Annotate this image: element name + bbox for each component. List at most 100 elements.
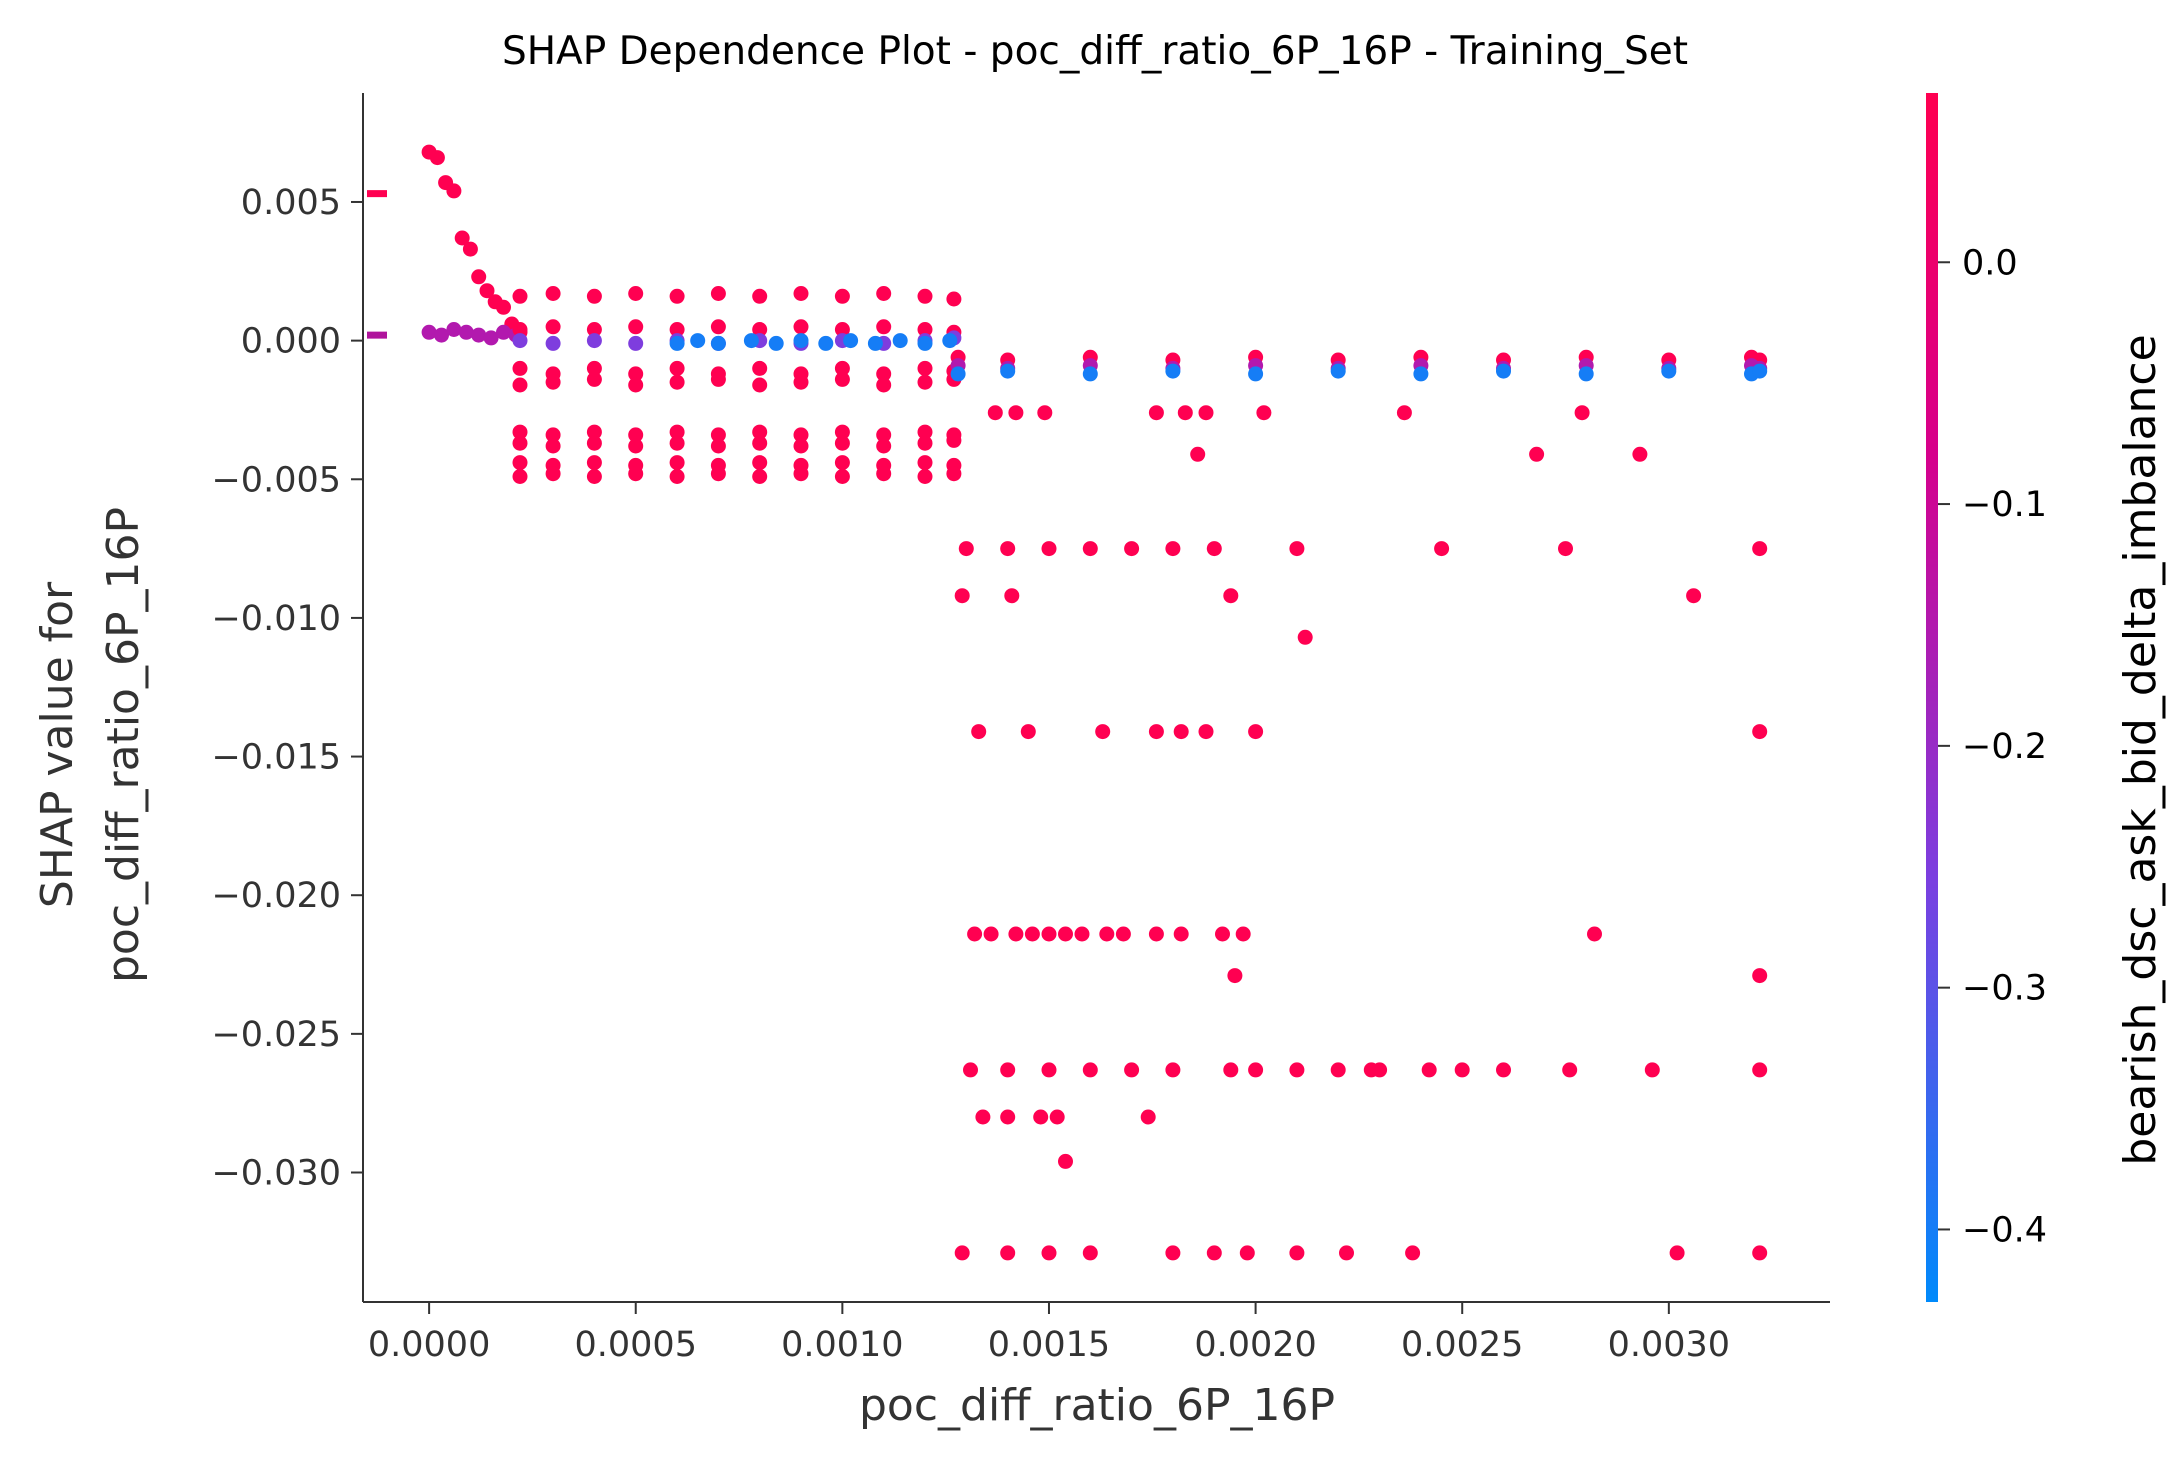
- scatter-point: [1165, 541, 1181, 557]
- scatter-point: [1248, 724, 1264, 740]
- scatter-point: [1289, 1245, 1305, 1261]
- scatter-point: [1330, 363, 1346, 379]
- scatter-point: [752, 469, 768, 484]
- x-tick-label: 0.0015: [988, 1325, 1110, 1365]
- scatter-point: [1140, 1109, 1156, 1125]
- x-tick-label: 0.0030: [1608, 1325, 1730, 1365]
- scatter-point: [867, 335, 883, 351]
- scatter-point: [710, 427, 726, 443]
- scatter-point: [1058, 926, 1073, 942]
- scatter-point: [586, 288, 602, 304]
- x-tick-label: 0.0025: [1401, 1325, 1523, 1365]
- scatter-point: [669, 435, 685, 451]
- scatter-point: [793, 427, 809, 443]
- scatter-point: [1177, 405, 1193, 421]
- scatter-point: [1037, 405, 1053, 421]
- scatter-point: [876, 366, 892, 382]
- scatter-point: [628, 466, 644, 482]
- scatter-point: [876, 438, 892, 454]
- scatter-point: [710, 371, 726, 387]
- scatter-point: [471, 269, 487, 285]
- scatter-point: [1008, 926, 1024, 942]
- scatter-point: [1752, 1062, 1768, 1078]
- scatter-point: [834, 469, 850, 484]
- scatter-points: [421, 144, 1768, 1261]
- scatter-point: [752, 455, 768, 471]
- scatter-point: [1574, 405, 1590, 421]
- scatter-point: [1256, 405, 1272, 421]
- scatter-point: [834, 424, 850, 440]
- scatter-point: [710, 335, 726, 351]
- scatter-point: [1198, 405, 1214, 421]
- colorbar-title: bearish_dsc_ask_bid_delta_imbalance: [2115, 334, 2166, 1165]
- x-tick-label: 0.0005: [575, 1325, 697, 1365]
- scatter-point: [434, 327, 449, 343]
- scatter-point: [496, 299, 511, 315]
- scatter-point: [876, 319, 892, 335]
- y-tick-label: −0.005: [211, 460, 341, 500]
- scatter-point: [752, 322, 768, 337]
- scatter-point: [512, 377, 528, 393]
- scatter-point: [628, 286, 644, 301]
- scatter-point: [545, 374, 561, 390]
- colorbar-tick-label: −0.2: [1962, 727, 2047, 767]
- scatter-point: [1405, 1245, 1421, 1261]
- scatter-point: [586, 435, 602, 451]
- scatter-point: [1041, 1245, 1057, 1261]
- scatter-point: [967, 926, 983, 942]
- scatter-point: [586, 360, 602, 376]
- scatter-point: [1033, 1109, 1049, 1125]
- y-axis-ticks: 0.005 0.000 −0.005 −0.010 −0.015 −0.020 −0.025…: [211, 183, 363, 1194]
- scatter-point: [1074, 926, 1090, 942]
- scatter-point: [1148, 926, 1164, 942]
- scatter-point: [942, 333, 958, 349]
- scatter-point: [983, 926, 999, 942]
- y-tick-label: −0.025: [211, 1015, 341, 1055]
- scatter-point: [917, 288, 933, 304]
- scatter-point: [1082, 541, 1098, 557]
- scatter-point: [545, 286, 561, 301]
- scatter-point: [1041, 926, 1057, 942]
- scatter-point: [479, 283, 495, 299]
- scatter-point: [586, 469, 602, 484]
- scatter-point: [421, 324, 437, 340]
- scatter-point: [1115, 926, 1131, 942]
- scatter-point: [545, 466, 561, 482]
- scatter-point: [710, 319, 726, 335]
- scatter-point: [843, 333, 859, 349]
- scatter-point: [628, 319, 644, 335]
- colorbar-tick-label: −0.4: [1962, 1210, 2047, 1250]
- scatter-point: [1632, 446, 1648, 462]
- scatter-point: [917, 374, 933, 390]
- scatter-point: [876, 427, 892, 443]
- scatter-point: [834, 435, 850, 451]
- scatter-point: [1454, 1062, 1470, 1078]
- scatter-point: [834, 371, 850, 387]
- scatter-point: [1082, 1062, 1098, 1078]
- scatter-point: [1558, 541, 1573, 557]
- scatter-point: [1165, 1062, 1181, 1078]
- scatter-point: [1148, 724, 1164, 740]
- side-markers: [367, 190, 387, 339]
- scatter-point: [1206, 1245, 1222, 1261]
- scatter-point: [1058, 1153, 1073, 1169]
- scatter-point: [917, 360, 933, 376]
- scatter-point: [1020, 724, 1036, 740]
- scatter-point: [1297, 629, 1313, 645]
- scatter-point: [710, 286, 726, 301]
- scatter-point: [1752, 724, 1768, 740]
- scatter-point: [483, 330, 499, 346]
- scatter-point: [1041, 541, 1057, 557]
- scatter-point: [1173, 926, 1189, 942]
- scatter-point: [917, 335, 933, 351]
- scatter-point: [446, 183, 462, 199]
- scatter-point: [512, 435, 528, 451]
- colorbar-tick-label: −0.3: [1962, 969, 2047, 1009]
- scatter-point: [793, 333, 809, 349]
- scatter-point: [752, 288, 768, 304]
- scatter-point: [628, 335, 644, 351]
- scatter-point: [793, 319, 809, 335]
- scatter-point: [975, 1109, 991, 1125]
- scatter-point: [1124, 1062, 1140, 1078]
